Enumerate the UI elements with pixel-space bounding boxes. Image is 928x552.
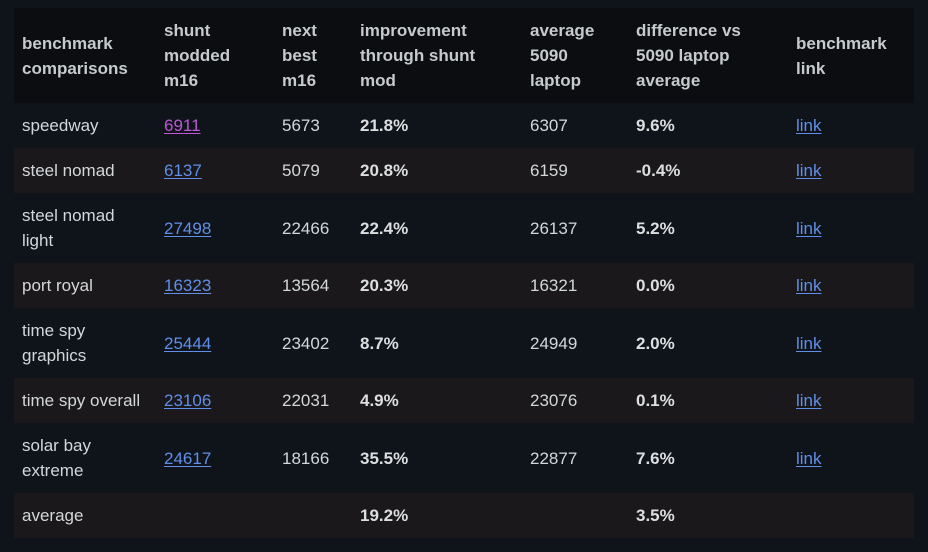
table-row-average: average 19.2% 3.5%: [14, 493, 914, 538]
next-best-cell: 22466: [282, 218, 330, 238]
benchmark-link-cell: link: [788, 263, 914, 308]
benchmark-link-cell: [788, 493, 914, 538]
benchmark-link[interactable]: link: [796, 333, 822, 353]
improvement-cell: 8.7%: [360, 333, 399, 353]
shunt-score-cell: 6137: [156, 148, 274, 193]
col-header-benchmark-link: benchmark link: [788, 8, 914, 103]
benchmark-name-cell: steel nomad light: [22, 206, 115, 250]
improvement-cell: 22.4%: [360, 218, 409, 238]
difference-cell: -0.4%: [636, 161, 681, 180]
difference-cell: 5.2%: [636, 218, 675, 238]
shunt-score-link[interactable]: 27498: [164, 218, 212, 238]
next-best-cell: 18166: [282, 448, 330, 468]
shunt-score-cell: 27498: [156, 193, 274, 263]
shunt-score-link[interactable]: 24617: [164, 448, 212, 468]
benchmark-link[interactable]: link: [796, 391, 822, 410]
benchmark-link[interactable]: link: [796, 161, 822, 180]
shunt-score-cell: 6911: [156, 103, 274, 148]
benchmark-link[interactable]: link: [796, 116, 822, 135]
improvement-cell: 20.8%: [360, 161, 409, 180]
difference-cell: 2.0%: [636, 333, 675, 353]
benchmark-link[interactable]: link: [796, 276, 822, 295]
avg-5090-cell: 23076: [530, 391, 578, 410]
col-header-benchmark-comparisons: benchmark comparisons: [14, 8, 156, 103]
benchmark-name-cell: time spy overall: [22, 391, 141, 410]
table-row-speedway: speedway 6911 5673 21.8% 6307 9.6% link: [14, 103, 914, 148]
col-header-next-best-m16: next best m16: [274, 8, 352, 103]
shunt-score-link[interactable]: 25444: [164, 333, 212, 353]
col-header-shunt-modded-m16: shunt modded m16: [156, 8, 274, 103]
avg-5090-cell: 22877: [530, 448, 578, 468]
benchmark-link-cell: link: [788, 193, 914, 263]
difference-cell: 0.1%: [636, 391, 675, 410]
shunt-score-link[interactable]: 6137: [164, 161, 202, 180]
difference-cell: 7.6%: [636, 448, 675, 468]
next-best-cell: 22031: [282, 391, 330, 410]
benchmark-name-cell: average: [22, 506, 84, 525]
shunt-score-cell: [156, 493, 274, 538]
avg-5090-cell: 26137: [530, 218, 578, 238]
col-header-difference-vs-5090: difference vs 5090 laptop average: [628, 8, 788, 103]
benchmark-name-cell: solar bay extreme: [22, 436, 91, 480]
shunt-score-link[interactable]: 16323: [164, 276, 212, 295]
header-row: benchmark comparisons shunt modded m16 n…: [14, 8, 914, 103]
benchmark-link-cell: link: [788, 103, 914, 148]
next-best-cell: 13564: [282, 276, 330, 295]
next-best-cell: 5673: [282, 116, 320, 135]
benchmark-name-cell: time spy graphics: [22, 321, 87, 365]
table-row-port-royal: port royal 16323 13564 20.3% 16321 0.0% …: [14, 263, 914, 308]
benchmark-link-cell: link: [788, 378, 914, 423]
avg-5090-cell: 16321: [530, 276, 578, 295]
shunt-score-cell: 23106: [156, 378, 274, 423]
avg-5090-cell: [522, 493, 628, 538]
benchmark-link-cell: link: [788, 308, 914, 378]
benchmark-link-cell: link: [788, 423, 914, 493]
table-row-time-spy-overall: time spy overall 23106 22031 4.9% 23076 …: [14, 378, 914, 423]
improvement-cell: 20.3%: [360, 276, 409, 295]
benchmark-name-cell: port royal: [22, 276, 93, 295]
difference-cell: 0.0%: [636, 276, 675, 295]
difference-cell: 9.6%: [636, 116, 675, 135]
table-row-steel-nomad-light: steel nomad light 27498 22466 22.4% 2613…: [14, 193, 914, 263]
shunt-score-cell: 16323: [156, 263, 274, 308]
next-best-cell: 23402: [282, 333, 330, 353]
shunt-score-link[interactable]: 23106: [164, 391, 212, 410]
next-best-cell: 5079: [282, 161, 320, 180]
improvement-cell: 21.8%: [360, 116, 409, 135]
benchmark-comparison-table: benchmark comparisons shunt modded m16 n…: [14, 8, 914, 538]
col-header-improvement: improvement through shunt mod: [352, 8, 522, 103]
col-header-average-5090-laptop: average 5090 laptop: [522, 8, 628, 103]
benchmark-link[interactable]: link: [796, 448, 822, 468]
table-row-steel-nomad: steel nomad 6137 5079 20.8% 6159 -0.4% l…: [14, 148, 914, 193]
difference-cell: 3.5%: [636, 506, 675, 525]
shunt-score-cell: 24617: [156, 423, 274, 493]
benchmark-link[interactable]: link: [796, 218, 822, 238]
avg-5090-cell: 6307: [530, 116, 568, 135]
benchmark-name-cell: steel nomad: [22, 161, 115, 180]
avg-5090-cell: 6159: [530, 161, 568, 180]
shunt-score-cell: 25444: [156, 308, 274, 378]
benchmark-name-cell: speedway: [22, 116, 99, 135]
avg-5090-cell: 24949: [530, 333, 578, 353]
shunt-score-link[interactable]: 6911: [164, 116, 201, 135]
improvement-cell: 19.2%: [360, 506, 409, 525]
improvement-cell: 4.9%: [360, 391, 399, 410]
table-row-time-spy-graphics: time spy graphics 25444 23402 8.7% 24949…: [14, 308, 914, 378]
benchmark-link-cell: link: [788, 148, 914, 193]
next-best-cell: [274, 493, 352, 538]
improvement-cell: 35.5%: [360, 448, 409, 468]
table-row-solar-bay-extreme: solar bay extreme 24617 18166 35.5% 2287…: [14, 423, 914, 493]
